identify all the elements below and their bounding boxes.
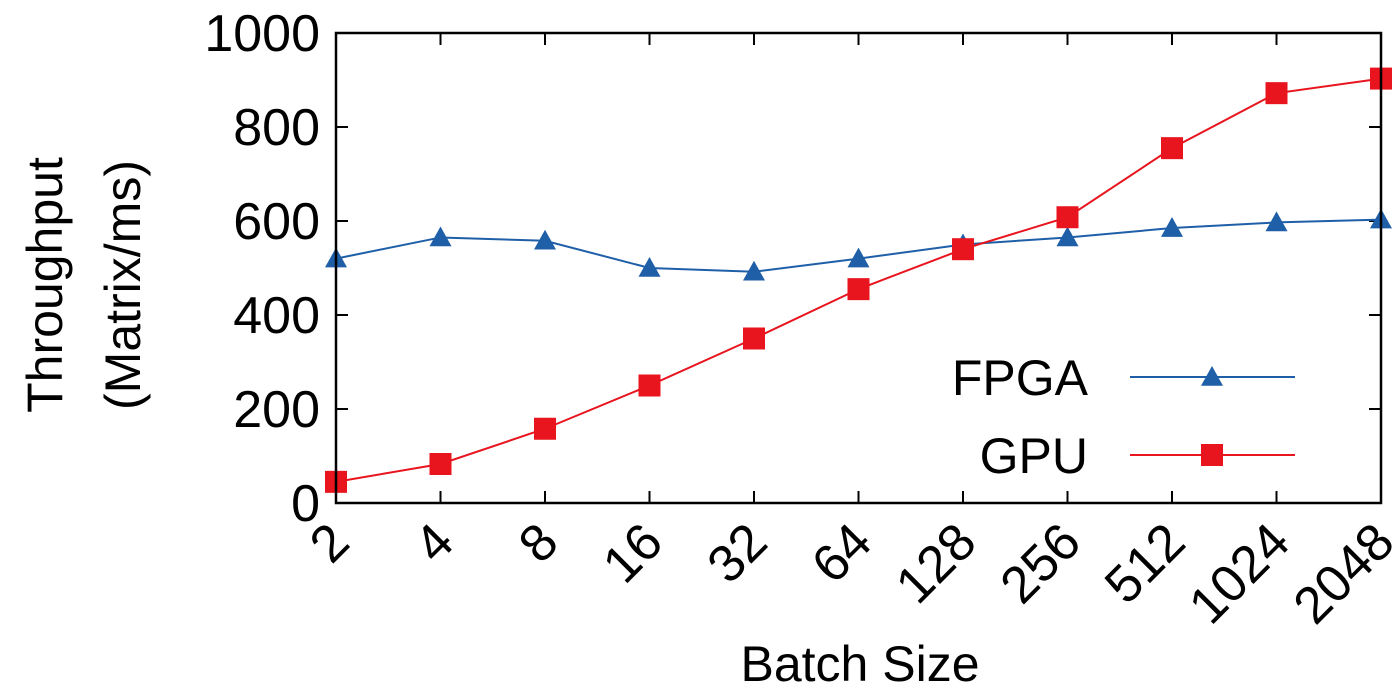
x-tick-label: 8 (508, 512, 569, 573)
series-layer (325, 67, 1392, 493)
legend-entry-fpga: FPGA (952, 350, 1295, 406)
x-tick-label: 4 (404, 512, 465, 573)
data-point-gpu (952, 238, 974, 261)
series-gpu (325, 67, 1392, 493)
data-point-fpga (847, 247, 870, 268)
legend-entry-gpu: GPU (980, 428, 1295, 484)
data-point-fpga (534, 229, 556, 250)
series-fpga (325, 208, 1392, 281)
x-axis-label: Batch Size (740, 636, 979, 692)
data-point-gpu (1265, 82, 1288, 105)
x-tick-label: 256 (990, 512, 1092, 614)
y-tick-label: 1000 (204, 5, 320, 63)
y-tick-label: 400 (233, 287, 320, 345)
y-axis-label-line-2: (Matrix/ms) (95, 160, 151, 410)
data-point-fpga (638, 257, 661, 277)
x-tick-label: 1024 (1178, 512, 1301, 635)
x-tick-label: 2048 (1283, 512, 1400, 635)
y-axis-label-line-1: Throughput (17, 157, 73, 413)
data-point-gpu (638, 374, 661, 397)
data-point-gpu (534, 417, 556, 440)
legend-label-fpga: FPGA (952, 350, 1089, 406)
y-tick-label: 200 (233, 381, 320, 439)
legend-marker-fpga (1201, 366, 1223, 386)
data-point-fpga (429, 226, 452, 247)
data-point-fpga (743, 260, 765, 281)
x-tick-label: 128 (885, 512, 987, 614)
legend-label-gpu: GPU (980, 428, 1088, 484)
legend-marker-gpu (1201, 444, 1223, 466)
data-point-gpu (1161, 137, 1183, 160)
y-tick-label: 0 (291, 475, 320, 533)
x-tick-label: 64 (801, 512, 883, 594)
data-point-fpga (1161, 217, 1183, 237)
data-point-gpu (429, 452, 452, 475)
y-tick-label: 600 (233, 193, 320, 251)
data-point-gpu (1056, 206, 1079, 229)
x-tick-label: 16 (592, 512, 674, 594)
x-tick-label: 32 (697, 512, 779, 594)
y-axis-label: Throughput (Matrix/ms) (17, 157, 151, 413)
y-tick-label: 800 (233, 99, 320, 157)
legend: FPGA GPU (952, 350, 1295, 484)
data-point-gpu (743, 327, 765, 350)
x-tick-label: 512 (1094, 512, 1196, 614)
data-point-gpu (847, 278, 870, 301)
plot-frame (334, 31, 1383, 505)
data-point-fpga (1265, 211, 1288, 232)
axis-ticks (335, 32, 1382, 504)
data-point-fpga (1056, 226, 1079, 247)
